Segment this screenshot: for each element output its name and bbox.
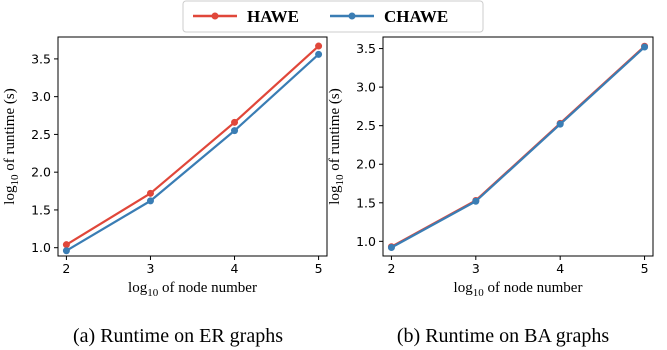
y-tick-label: 3.5 <box>356 41 376 56</box>
plot-frame-b <box>382 36 654 257</box>
legend-label-chawe: CHAWE <box>384 7 448 26</box>
data-point-hawe-a <box>62 241 70 249</box>
x-tick-label: 2 <box>387 261 395 276</box>
y-tick-label: 1.0 <box>356 234 376 249</box>
data-point-chawe-b <box>641 43 649 51</box>
caption-b: (b) Runtime on BA graphs <box>397 325 609 347</box>
panel-a: 2 3 4 5 1.0 1.5 2.0 2.5 3.0 3.5 log10 of node numb… <box>2 36 328 299</box>
y-tick-label: 1.5 <box>31 202 51 217</box>
x-axis-label-a: log10 of node number <box>128 280 257 299</box>
series-line-hawe-a <box>65 45 320 246</box>
x-tick-label: 3 <box>146 261 154 276</box>
series-line-chawe-a <box>65 53 320 252</box>
x-tick-label: 5 <box>641 261 649 276</box>
legend-entry-hawe: HAWE <box>193 7 299 26</box>
y-tick-label: 2.0 <box>31 165 51 180</box>
data-point-chawe-a <box>315 50 323 58</box>
data-point-chawe-b <box>387 244 395 252</box>
panel-b: 2 3 4 5 1.0 1.5 2.0 2.5 3.0 3.5 log10 of node numb… <box>327 36 654 299</box>
data-point-chawe-a <box>62 247 70 255</box>
data-point-hawe-a <box>231 118 239 126</box>
data-point-chawe-a <box>231 127 239 135</box>
y-tick-label: 3.5 <box>31 51 51 66</box>
y-tick-label: 3.0 <box>31 89 51 104</box>
x-axis-label-b: log10 of node number <box>454 280 583 299</box>
legend: HAWE CHAWE <box>182 0 484 33</box>
y-tick-label: 2.5 <box>356 118 376 133</box>
series-line-hawe-b <box>390 45 646 248</box>
legend-marker-hawe <box>211 12 219 20</box>
x-tick-label: 4 <box>556 261 564 276</box>
data-point-hawe-a <box>146 189 154 197</box>
plot-frame-a <box>57 36 328 257</box>
x-tick-label: 5 <box>315 261 323 276</box>
data-point-hawe-a <box>315 42 323 50</box>
legend-label-hawe: HAWE <box>247 7 299 26</box>
y-tick-label: 2.5 <box>31 127 51 142</box>
series-line-chawe-b <box>390 46 646 249</box>
legend-entry-chawe: CHAWE <box>330 7 448 26</box>
y-axis-label-a: log10 of runtime (s) <box>2 88 21 204</box>
y-axis-label-b: log10 of runtime (s) <box>327 88 346 204</box>
data-point-chawe-b <box>556 120 564 128</box>
x-tick-label: 2 <box>62 261 70 276</box>
y-tick-label: 3.0 <box>356 80 376 95</box>
x-tick-label: 4 <box>231 261 239 276</box>
y-tick-label: 2.0 <box>356 157 376 172</box>
y-tick-label: 1.0 <box>31 240 51 255</box>
x-tick-label: 3 <box>472 261 480 276</box>
legend-marker-chawe <box>348 12 356 20</box>
data-point-chawe-a <box>146 197 154 205</box>
data-point-chawe-b <box>472 197 480 205</box>
y-tick-label: 1.5 <box>356 195 376 210</box>
caption-a: (a) Runtime on ER graphs <box>73 325 283 347</box>
